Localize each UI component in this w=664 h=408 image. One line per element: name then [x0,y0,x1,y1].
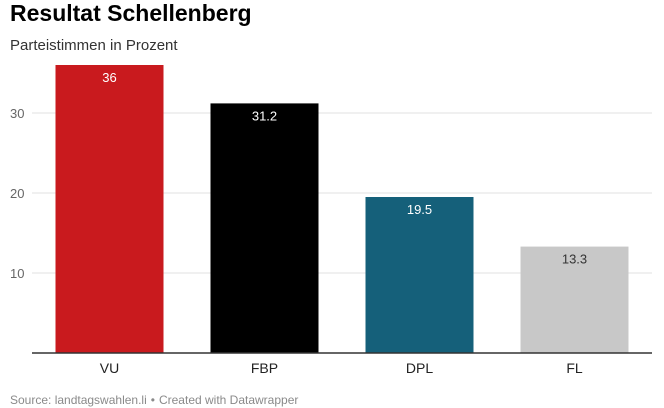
chart-subtitle: Parteistimmen in Prozent [10,37,178,54]
bar-dpl [365,197,474,353]
footer: Source: landtagswahlen.li • Created with D… [10,393,298,407]
footer-separator: • [150,393,155,407]
bar-value-label-fl: 13.3 [562,252,587,267]
x-tick-label-dpl: DPL [406,360,433,376]
bar-value-label-dpl: 19.5 [407,202,432,217]
bar-fbp [210,103,319,354]
y-tick-label-30: 30 [10,106,24,121]
bar-value-label-vu: 36 [102,70,116,85]
x-tick-label-vu: VU [100,360,119,376]
x-tick-label-fbp: FBP [251,360,278,376]
bar-value-label-fbp: 31.2 [252,108,277,123]
chart-title: Resultat Schellenberg [10,0,252,26]
y-tick-label-10: 10 [10,266,24,281]
source-text: Source: landtagswahlen.li [10,393,147,407]
bar-vu [55,65,164,353]
x-tick-label-fl: FL [566,360,583,376]
y-tick-label-20: 20 [10,186,24,201]
bar-fl [520,246,629,353]
credit-text: Created with Datawrapper [158,393,299,407]
